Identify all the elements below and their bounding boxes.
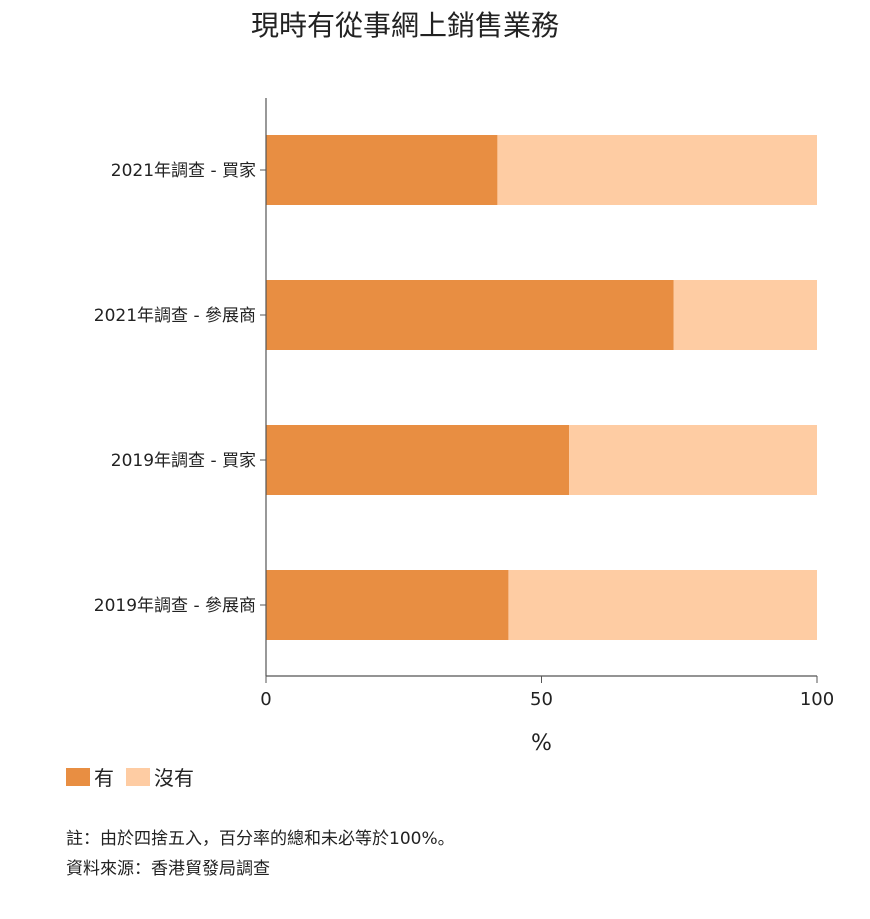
- chart-notes: 註：由於四捨五入，百分率的總和未必等於100%。 資料來源：香港貿發局調查: [66, 824, 455, 884]
- bar-yes-0: [266, 135, 498, 205]
- x-axis-label: %: [531, 731, 552, 756]
- chart-canvas: 2021年調查 - 買家 2021年調查 - 參展商 2019年調查 - 買家 201…: [94, 98, 834, 756]
- source-note: 資料來源：香港貿發局調查: [66, 859, 270, 879]
- y-tick-label-3: 2019年調查 - 參展商: [94, 596, 256, 616]
- x-tick-label-1: 50: [530, 689, 553, 710]
- chart-legend: 有 沒有: [66, 762, 206, 791]
- legend-label-yes: 有: [94, 766, 114, 790]
- bar-yes-2: [266, 425, 570, 495]
- chart-title: 現時有從事網上銷售業務: [250, 9, 559, 42]
- legend-item-yes: 有: [66, 762, 114, 791]
- legend-swatch-yes: [66, 767, 90, 786]
- rounding-note: 註：由於四捨五入，百分率的總和未必等於100%。: [66, 829, 455, 849]
- bar-yes-1: [266, 280, 674, 350]
- bar-no-0: [497, 135, 817, 205]
- bar-no-1: [673, 280, 817, 350]
- bar-no-2: [569, 425, 817, 495]
- bar-yes-3: [266, 570, 509, 640]
- y-tick-label-2: 2019年調查 - 買家: [111, 451, 256, 471]
- legend-label-no: 沒有: [154, 766, 194, 790]
- x-tick-label-2: 100: [800, 689, 834, 710]
- legend-swatch-no: [126, 767, 150, 786]
- legend-item-no: 沒有: [126, 762, 194, 791]
- x-tick-label-0: 0: [260, 689, 271, 710]
- y-tick-label-0: 2021年調查 - 買家: [111, 161, 256, 181]
- bar-no-3: [508, 570, 817, 640]
- y-tick-label-1: 2021年調查 - 參展商: [94, 306, 256, 326]
